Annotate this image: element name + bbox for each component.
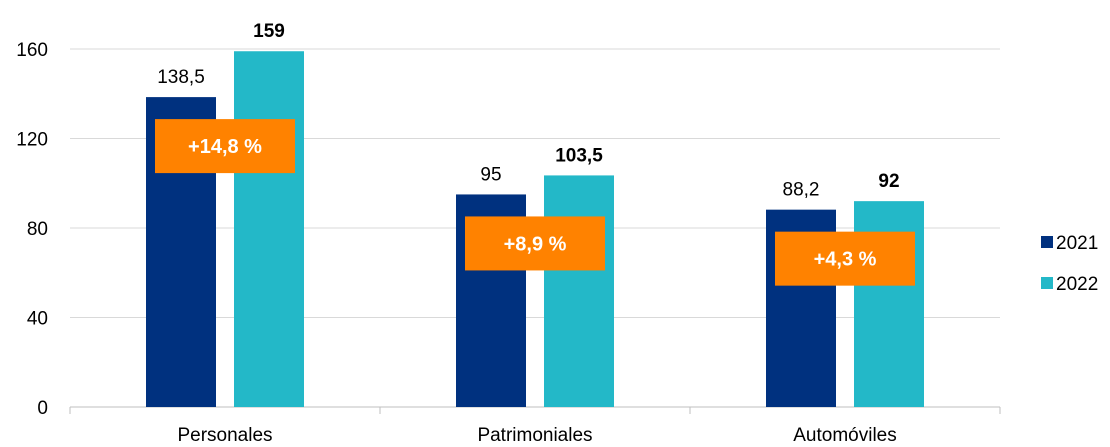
legend-swatch-2021 [1041,236,1053,248]
growth-badge-label: +14,8 % [188,136,262,158]
legend-label-2021: 2021 [1056,233,1098,254]
growth-badge [155,119,295,174]
growth-badge [465,216,605,271]
growth-badge [775,231,915,286]
legend-swatch-2022 [1041,277,1053,289]
category-label: Automóviles [793,425,897,446]
y-tick-label: 80 [27,219,48,240]
legend-label-2022: 2022 [1056,274,1098,295]
y-tick-label: 120 [16,130,48,151]
data-label-2022: 103,5 [555,145,603,166]
bar-2022-patrimoniales [544,175,614,407]
data-label-2021: 88,2 [783,180,820,201]
y-tick-label: 160 [16,40,48,61]
data-label-2021: 138,5 [157,67,205,88]
growth-badge-label: +8,9 % [504,233,567,255]
category-label: Patrimoniales [477,425,592,446]
data-label-2022: 159 [253,21,285,42]
y-tick-label: 40 [27,309,48,330]
y-tick-label: 0 [37,398,48,419]
data-label-2022: 92 [878,171,899,192]
category-label: Personales [177,425,272,446]
bar-2022-personales [234,51,304,408]
data-label-2021: 95 [480,164,501,185]
growth-badge-label: +4,3 % [814,249,877,271]
